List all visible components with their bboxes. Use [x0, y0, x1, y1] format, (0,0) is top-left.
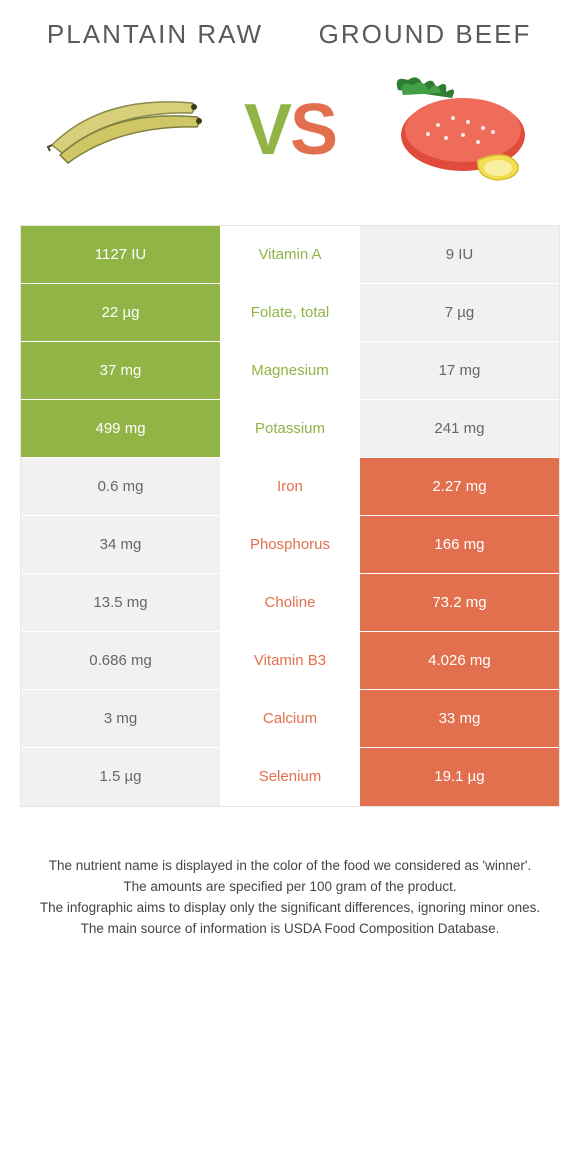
nutrient-name: Vitamin B3 [220, 632, 360, 689]
nutrient-name: Phosphorus [220, 516, 360, 573]
vs-row: VS [20, 70, 560, 190]
ground-beef-icon [368, 70, 538, 190]
footnote-line: The amounts are specified per 100 gram o… [20, 878, 560, 897]
value-right: 33 mg [360, 690, 559, 747]
nutrient-name: Folate, total [220, 284, 360, 341]
food-image-right [346, 70, 560, 190]
value-right: 17 mg [360, 342, 559, 399]
nutrient-name: Calcium [220, 690, 360, 747]
vs-label: VS [244, 94, 336, 166]
table-row: 1.5 µgSelenium19.1 µg [21, 748, 559, 806]
value-left: 22 µg [21, 284, 220, 341]
value-right: 241 mg [360, 400, 559, 457]
value-left: 1.5 µg [21, 748, 220, 806]
value-left: 34 mg [21, 516, 220, 573]
nutrient-name: Choline [220, 574, 360, 631]
food-image-left [20, 70, 234, 190]
value-left: 499 mg [21, 400, 220, 457]
plantain-icon [42, 85, 212, 175]
food-title-left: Plantain raw [20, 20, 290, 50]
header-row: Plantain raw Ground beef [20, 20, 560, 50]
nutrient-name: Vitamin A [220, 226, 360, 283]
value-left: 37 mg [21, 342, 220, 399]
footnote-block: The nutrient name is displayed in the co… [20, 857, 560, 939]
value-right: 4.026 mg [360, 632, 559, 689]
footnote-line: The main source of information is USDA F… [20, 920, 560, 939]
table-row: 499 mgPotassium241 mg [21, 400, 559, 458]
footnote-line: The nutrient name is displayed in the co… [20, 857, 560, 876]
table-row: 0.6 mgIron2.27 mg [21, 458, 559, 516]
table-row: 13.5 mgCholine73.2 mg [21, 574, 559, 632]
value-right: 19.1 µg [360, 748, 559, 806]
value-right: 7 µg [360, 284, 559, 341]
value-left: 0.686 mg [21, 632, 220, 689]
food-title-right: Ground beef [290, 20, 560, 50]
table-row: 0.686 mgVitamin B34.026 mg [21, 632, 559, 690]
value-right: 73.2 mg [360, 574, 559, 631]
table-row: 3 mgCalcium33 mg [21, 690, 559, 748]
value-right: 2.27 mg [360, 458, 559, 515]
table-row: 37 mgMagnesium17 mg [21, 342, 559, 400]
value-left: 1127 IU [21, 226, 220, 283]
table-row: 22 µgFolate, total7 µg [21, 284, 559, 342]
nutrient-name: Iron [220, 458, 360, 515]
footnote-line: The infographic aims to display only the… [20, 899, 560, 918]
nutrient-name: Potassium [220, 400, 360, 457]
table-row: 1127 IUVitamin A9 IU [21, 226, 559, 284]
nutrient-name: Selenium [220, 748, 360, 806]
value-left: 3 mg [21, 690, 220, 747]
value-right: 166 mg [360, 516, 559, 573]
value-left: 0.6 mg [21, 458, 220, 515]
table-row: 34 mgPhosphorus166 mg [21, 516, 559, 574]
value-right: 9 IU [360, 226, 559, 283]
nutrient-table: 1127 IUVitamin A9 IU22 µgFolate, total7 … [20, 225, 560, 807]
value-left: 13.5 mg [21, 574, 220, 631]
nutrient-name: Magnesium [220, 342, 360, 399]
